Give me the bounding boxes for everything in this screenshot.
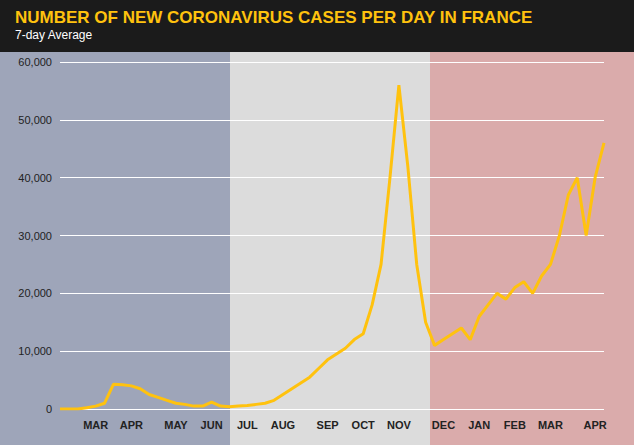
svg-text:MAR: MAR	[538, 419, 563, 431]
svg-text:JUL: JUL	[237, 419, 258, 431]
svg-text:MAR: MAR	[83, 419, 108, 431]
svg-text:SEP: SEP	[317, 419, 339, 431]
svg-text:AUG: AUG	[271, 419, 295, 431]
svg-text:10,000: 10,000	[18, 345, 52, 357]
svg-text:7-day Average: 7-day Average	[15, 28, 92, 42]
svg-text:NOV: NOV	[387, 419, 412, 431]
svg-text:0: 0	[46, 403, 52, 415]
svg-text:60,000: 60,000	[18, 56, 52, 68]
svg-text:OCT: OCT	[352, 419, 376, 431]
svg-text:APR: APR	[120, 419, 143, 431]
svg-text:30,000: 30,000	[18, 230, 52, 242]
svg-text:NUMBER OF NEW CORONAVIRUS CASE: NUMBER OF NEW CORONAVIRUS CASES PER DAY …	[15, 8, 532, 27]
svg-text:JUN: JUN	[201, 419, 223, 431]
svg-text:FEB: FEB	[504, 419, 526, 431]
svg-text:50,000: 50,000	[18, 114, 52, 126]
svg-text:40,000: 40,000	[18, 172, 52, 184]
svg-text:20,000: 20,000	[18, 287, 52, 299]
svg-text:MAY: MAY	[164, 419, 188, 431]
svg-text:DEC: DEC	[432, 419, 455, 431]
svg-text:APR: APR	[583, 419, 606, 431]
svg-text:JAN: JAN	[468, 419, 490, 431]
